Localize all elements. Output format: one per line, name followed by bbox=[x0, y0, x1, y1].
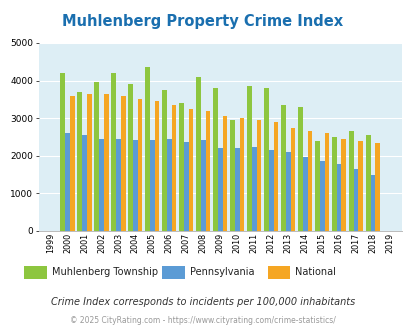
Bar bbox=[82, 135, 87, 231]
Bar bbox=[200, 140, 205, 231]
Bar bbox=[285, 152, 290, 231]
Bar bbox=[205, 111, 210, 231]
Bar bbox=[60, 73, 65, 231]
Bar bbox=[87, 94, 91, 231]
Bar bbox=[171, 105, 176, 231]
Bar bbox=[302, 157, 307, 231]
Bar bbox=[128, 84, 133, 231]
Bar bbox=[280, 105, 285, 231]
Bar bbox=[365, 135, 370, 231]
Bar bbox=[196, 77, 200, 231]
Bar bbox=[375, 143, 379, 231]
Bar bbox=[331, 137, 336, 231]
Bar bbox=[247, 86, 251, 231]
Bar bbox=[116, 139, 120, 231]
Bar bbox=[341, 139, 345, 231]
Bar bbox=[222, 116, 227, 231]
Bar bbox=[65, 133, 70, 231]
Bar bbox=[213, 88, 217, 231]
Bar bbox=[358, 141, 362, 231]
Text: National: National bbox=[294, 267, 335, 277]
Bar bbox=[104, 94, 108, 231]
Bar bbox=[230, 120, 234, 231]
Bar bbox=[166, 139, 171, 231]
Bar bbox=[179, 103, 183, 231]
Bar bbox=[307, 131, 311, 231]
Bar bbox=[162, 90, 166, 231]
Bar bbox=[290, 128, 294, 231]
Bar bbox=[99, 139, 104, 231]
Bar bbox=[145, 67, 149, 231]
Bar bbox=[133, 140, 137, 231]
Bar bbox=[137, 99, 142, 231]
Bar bbox=[297, 107, 302, 231]
Bar bbox=[70, 96, 75, 231]
Bar bbox=[336, 164, 341, 231]
Bar bbox=[120, 96, 125, 231]
Bar bbox=[273, 122, 278, 231]
Bar bbox=[183, 142, 188, 231]
Text: Muhlenberg Township: Muhlenberg Township bbox=[51, 267, 157, 277]
Bar bbox=[234, 148, 239, 231]
Bar bbox=[263, 88, 268, 231]
Bar bbox=[256, 120, 261, 231]
Bar bbox=[268, 150, 273, 231]
Bar bbox=[154, 101, 159, 231]
Bar bbox=[111, 73, 116, 231]
Bar bbox=[239, 118, 244, 231]
Text: Crime Index corresponds to incidents per 100,000 inhabitants: Crime Index corresponds to incidents per… bbox=[51, 297, 354, 307]
Bar bbox=[370, 175, 375, 231]
Bar bbox=[188, 109, 193, 231]
Bar bbox=[77, 92, 82, 231]
Bar bbox=[251, 148, 256, 231]
Text: © 2025 CityRating.com - https://www.cityrating.com/crime-statistics/: © 2025 CityRating.com - https://www.city… bbox=[70, 316, 335, 325]
Bar bbox=[353, 169, 358, 231]
Text: Pennsylvania: Pennsylvania bbox=[189, 267, 254, 277]
Text: Muhlenberg Property Crime Index: Muhlenberg Property Crime Index bbox=[62, 14, 343, 29]
Bar bbox=[314, 141, 319, 231]
Bar bbox=[149, 140, 154, 231]
Bar bbox=[348, 131, 353, 231]
Bar bbox=[324, 133, 328, 231]
Bar bbox=[217, 148, 222, 231]
Bar bbox=[94, 82, 99, 231]
Bar bbox=[319, 161, 324, 231]
